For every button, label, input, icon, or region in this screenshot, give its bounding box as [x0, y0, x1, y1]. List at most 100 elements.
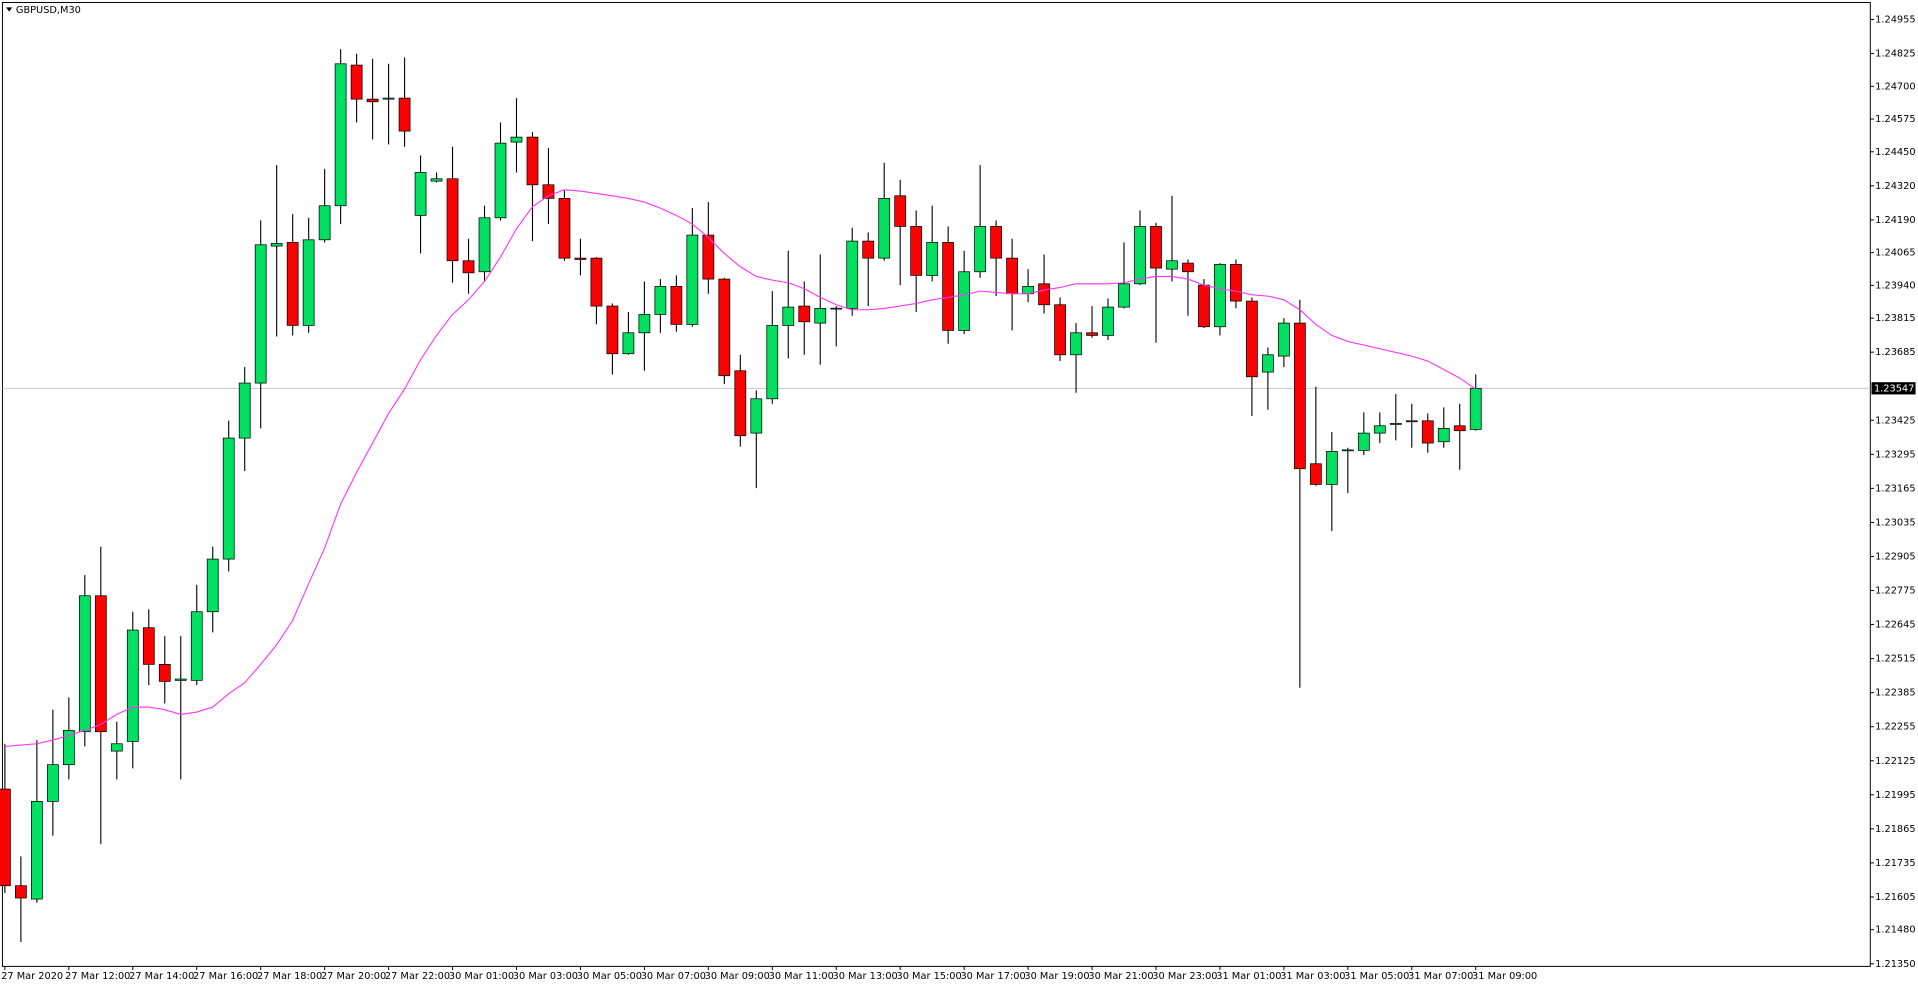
x-tick-label: 27 Mar 14:00	[129, 971, 194, 982]
candle-body-down	[862, 240, 875, 259]
candle-body-up	[654, 286, 667, 315]
candle-body-up	[382, 97, 395, 100]
candle-body-up	[174, 678, 187, 681]
candle-body-up	[1469, 387, 1482, 430]
candle-body-up	[430, 178, 443, 182]
candle-body-down	[0, 788, 11, 887]
candle-body-up	[270, 243, 283, 247]
y-tick-label: 1.23425	[1875, 415, 1915, 426]
candle-body-up	[878, 198, 891, 259]
candle-body-up	[414, 172, 427, 216]
candle-body-down	[1294, 322, 1306, 470]
candle-body-up	[78, 595, 91, 733]
y-tick-label: 1.23165	[1875, 483, 1915, 494]
candle-body-down	[1038, 283, 1050, 306]
y-tick-label: 1.21480	[1875, 925, 1915, 936]
x-tick-label: 30 Mar 19:00	[1024, 971, 1089, 982]
x-tick-label: 31 Mar 09:00	[1472, 971, 1537, 982]
x-tick-label: 30 Mar 05:00	[577, 971, 642, 982]
candle-body-up	[766, 325, 779, 400]
candle-body-down	[142, 627, 155, 665]
candle-body-up	[110, 743, 123, 752]
y-tick-label: 1.23035	[1875, 517, 1915, 528]
y-tick-label: 1.22775	[1875, 586, 1915, 597]
x-tick-label: 27 Mar 20:00	[321, 971, 386, 982]
candle-body-up	[222, 437, 235, 560]
x-tick-label: 27 Mar 22:00	[385, 971, 450, 982]
candle-body-up	[750, 398, 763, 434]
candle-body-up	[478, 217, 491, 273]
candle-body-down	[542, 184, 555, 199]
x-tick-label: 31 Mar 07:00	[1408, 971, 1473, 982]
y-tick-label: 1.24575	[1875, 114, 1915, 125]
candle-body-up	[254, 244, 267, 384]
x-tick-label: 27 Mar 18:00	[257, 971, 322, 982]
candle-body-up	[1102, 306, 1114, 336]
candle-body-down	[526, 136, 539, 186]
candle-body-down	[574, 257, 587, 260]
candle-body-down	[398, 97, 411, 132]
candle-body-up	[62, 730, 75, 766]
candle-body-up	[238, 382, 251, 439]
candle-body-down	[1246, 300, 1258, 378]
y-tick-label: 1.23940	[1875, 280, 1915, 291]
candle-body-down	[734, 370, 747, 437]
candle-body-down	[1006, 257, 1018, 295]
candle-body-down	[1453, 425, 1466, 432]
candle-body-up	[302, 239, 315, 326]
candle-body-down	[1230, 264, 1242, 302]
candle-body-down	[1182, 262, 1194, 273]
candle-body-up	[1134, 226, 1146, 285]
candle-body-up	[1357, 432, 1370, 451]
x-tick-label: 30 Mar 07:00	[641, 971, 706, 982]
y-tick-label: 1.24700	[1875, 81, 1915, 92]
menu-icon[interactable]	[6, 7, 13, 12]
candle-body-up	[1262, 354, 1274, 373]
candle-body-up	[814, 308, 827, 324]
candle-body-down	[446, 178, 459, 262]
candle-body-up	[30, 801, 43, 900]
candle-body-down	[366, 98, 379, 103]
candle-body-up	[494, 142, 507, 219]
y-tick-label: 1.23295	[1875, 449, 1915, 460]
y-tick-label: 1.23815	[1875, 313, 1915, 324]
candle-body-down	[798, 305, 811, 323]
x-tick-label: 30 Mar 13:00	[833, 971, 898, 982]
x-tick-label: 31 Mar 05:00	[1344, 971, 1409, 982]
candle-body-up	[190, 611, 203, 681]
candle-body-down	[158, 664, 171, 682]
y-tick-label: 1.24450	[1875, 147, 1915, 158]
y-tick-label: 1.21865	[1875, 824, 1915, 835]
candle-body-up	[334, 63, 347, 207]
candle-body-down	[1421, 420, 1434, 444]
x-tick-label: 30 Mar 23:00	[1152, 971, 1217, 982]
y-tick-label: 1.21735	[1875, 858, 1915, 869]
candle-body-down	[990, 226, 1002, 259]
candle-body-down	[94, 595, 107, 733]
candle-body-down	[670, 286, 683, 325]
candle-body-up	[638, 314, 651, 334]
candle-body-down	[286, 242, 299, 326]
candle-body-up	[1325, 451, 1338, 485]
candle-body-down	[590, 257, 603, 307]
candle-body-down	[606, 305, 619, 355]
candle-body-down	[1086, 332, 1098, 336]
x-tick-label: 30 Mar 09:00	[705, 971, 770, 982]
y-tick-label: 1.21605	[1875, 892, 1915, 903]
x-tick-label: 31 Mar 03:00	[1280, 971, 1345, 982]
candle-body-down	[558, 198, 571, 259]
candle-body-down	[462, 260, 475, 274]
candle-body-up	[510, 136, 523, 143]
plot-frame	[1, 2, 1871, 967]
candle-body-down	[702, 234, 715, 280]
last-price-label: 1.23547	[1874, 383, 1914, 394]
candle-body-up	[974, 226, 986, 273]
y-tick-label: 1.24955	[1875, 15, 1915, 26]
y-tick-label: 1.24825	[1875, 49, 1915, 60]
candle-body-up	[1166, 260, 1178, 270]
candle-body-up	[206, 558, 219, 613]
y-tick-label: 1.21350	[1875, 959, 1915, 970]
candle-body-down	[350, 64, 363, 100]
candle-body-up	[782, 306, 795, 326]
